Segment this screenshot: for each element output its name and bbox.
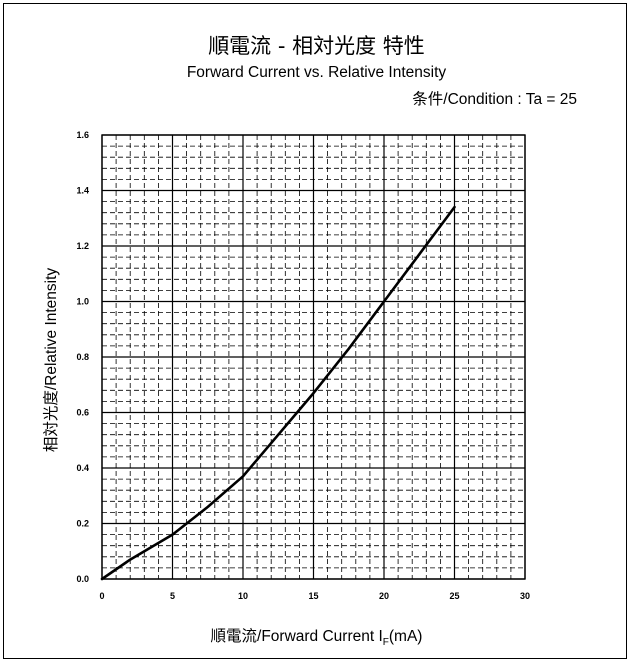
- y-tick-label: 0.4: [76, 463, 89, 473]
- x-tick-label: 15: [308, 591, 318, 601]
- y-tick-label: 0.6: [76, 408, 89, 418]
- y-tick-label: 1.0: [76, 297, 89, 307]
- chart-frame: [3, 3, 627, 659]
- y-tick-label: 0.0: [76, 574, 89, 584]
- y-tick-label: 1.4: [76, 186, 89, 196]
- plot-border: [101, 134, 526, 580]
- y-tick-label: 1.2: [76, 241, 89, 251]
- major-grid: [101, 134, 526, 580]
- y-tick-label: 0.2: [76, 519, 89, 529]
- x-axis-label-subscript: F: [382, 637, 389, 649]
- chart-condition: 条件/Condition : Ta = 25: [412, 91, 577, 108]
- x-tick-label: 30: [520, 591, 530, 601]
- x-tick-label: 25: [449, 591, 459, 601]
- x-tick-label: 5: [170, 591, 175, 601]
- x-tick-label: 20: [379, 591, 389, 601]
- y-tick-label: 1.6: [76, 130, 89, 140]
- x-tick-label: 0: [99, 591, 104, 601]
- tick-labels: 0 5 10 15 20 25 30 0.0 0.2 0.4 0.6 0.8 1.0 1.2 1.4 1.6: [76, 130, 530, 601]
- x-axis-label-main: 順電流/Forward Current I: [210, 628, 383, 645]
- x-tick-label: 10: [238, 591, 248, 601]
- chart-subtitle: Forward Current vs. Relative Intensity: [186, 64, 447, 81]
- x-axis-label-unit: (mA): [388, 628, 423, 645]
- chart-title: 順電流 - 相対光度 特性: [208, 34, 425, 58]
- y-tick-label: 0.8: [76, 352, 89, 362]
- series-line: [100, 205, 456, 581]
- x-axis-label: 順電流/Forward Current IF(mA): [0, 624, 633, 648]
